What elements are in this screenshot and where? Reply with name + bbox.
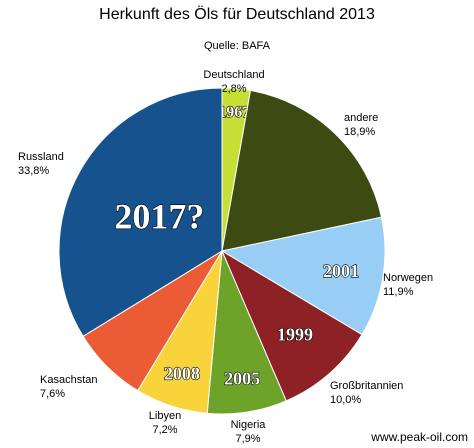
pie-slice-russland <box>58 87 223 337</box>
slice-label-deutschland: Deutschland 2,8% <box>203 69 264 95</box>
slice-label-norwegen: Norwegen 11,9% <box>383 272 433 298</box>
year-annotation-nigeria: 2005 <box>224 369 260 389</box>
chart-title: Herkunft des Öls für Deutschland 2013 <box>99 6 375 23</box>
pie-slice-norwegen <box>220 216 386 336</box>
year-annotation-grossbritannien: 1999 <box>277 325 313 345</box>
year-annotation-libyen: 2008 <box>164 364 200 384</box>
pie-slice-andere <box>221 89 383 252</box>
slice-label-nigeria: Nigeria 7,9% <box>231 419 267 445</box>
year-annotation-deutschland: 1967 <box>218 104 250 121</box>
slice-label-grossbritannien: Großbritannien 10,0% <box>330 380 403 406</box>
footer-url: www.peak-oil.com <box>371 430 468 444</box>
year-annotation-russland: 2017? <box>114 197 204 237</box>
slice-label-kasachstan: Kasachstan 7,6% <box>40 374 97 400</box>
slice-label-andere: andere 18,9% <box>344 112 378 138</box>
chart-source: Quelle: BAFA <box>203 40 271 52</box>
slice-label-russland: Russland 33,8% <box>18 151 64 177</box>
year-annotation-norwegen: 2001 <box>323 261 359 281</box>
pie-slice-grossbritannien <box>220 249 363 402</box>
slice-label-libyen: Libyen 7,2% <box>149 410 181 436</box>
